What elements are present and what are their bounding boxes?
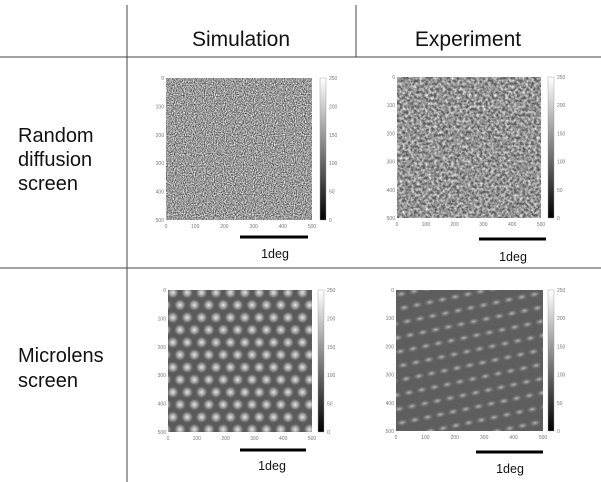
y-tick-label: 100 [158,316,167,322]
x-tick-label: 200 [220,224,229,230]
x-tick-label: 100 [191,224,200,230]
colorbar-tick-label: 0 [327,430,330,436]
y-tick-label: 400 [387,188,396,194]
scale-bar-label: 1deg [261,247,289,261]
y-tick-label: 0 [161,76,164,82]
x-tick-label: 400 [279,436,288,442]
y-tick-label: 500 [387,216,396,222]
x-tick-label: 100 [422,222,431,228]
x-tick-label: 300 [249,224,258,230]
y-tick-label: 200 [156,133,165,139]
row-label: Random [18,125,94,147]
colorbar-tick-label: 150 [329,133,338,139]
colorbar-tick-label: 150 [557,344,566,350]
x-tick-label: 500 [539,435,548,441]
y-tick-label: 500 [156,218,165,224]
row-label: screen [18,173,78,195]
y-tick-label: 300 [158,373,167,379]
y-tick-label: 0 [163,288,166,294]
colorbar [318,290,324,432]
colorbar-tick-label: 250 [557,75,566,81]
colorbar-tick-label: 100 [329,161,338,167]
row-label: Microlens [18,345,104,367]
x-tick-label: 100 [193,436,202,442]
y-tick-label: 0 [391,288,394,294]
y-tick-label: 400 [156,190,165,196]
speckle-image [397,77,541,218]
colorbar-tick-label: 200 [557,103,566,109]
colorbar [548,290,554,431]
y-tick-label: 500 [386,429,395,435]
x-tick-label: 100 [421,435,430,441]
y-tick-label: 500 [158,430,167,436]
x-tick-label: 0 [167,436,170,442]
colorbar-tick-label: 150 [557,131,566,137]
x-tick-label: 200 [451,435,460,441]
x-tick-label: 0 [396,222,399,228]
x-tick-label: 500 [308,436,317,442]
x-tick-label: 500 [308,224,317,230]
speckle-image [166,78,312,220]
y-tick-label: 100 [386,316,395,322]
colorbar-tick-label: 250 [329,76,338,82]
x-tick-label: 400 [279,224,288,230]
colorbar-tick-label: 150 [327,345,336,351]
microlens-image [396,290,543,431]
scale-bar-label: 1deg [258,459,286,473]
x-tick-label: 400 [508,222,517,228]
colorbar-tick-label: 250 [327,288,336,294]
colorbar-tick-label: 0 [557,216,560,222]
row-label: diffusion [18,149,92,171]
x-tick-label: 300 [479,222,488,228]
x-tick-label: 300 [250,436,259,442]
colorbar-tick-label: 100 [327,373,336,379]
colorbar-tick-label: 50 [327,402,333,408]
figure: Simulation Experiment Random diffusion s… [0,0,601,482]
colorbar-tick-label: 200 [327,316,336,322]
colorbar-tick-label: 50 [329,190,335,196]
colorbar [320,78,326,220]
y-tick-label: 100 [156,104,165,110]
x-tick-label: 0 [395,435,398,441]
colorbar-tick-label: 0 [557,429,560,435]
x-tick-label: 300 [480,435,489,441]
colorbar-tick-label: 100 [557,160,566,166]
colorbar-tick-label: 200 [329,104,338,110]
y-tick-label: 200 [158,345,167,351]
x-tick-label: 200 [221,436,230,442]
y-tick-label: 200 [387,131,396,137]
colorbar-tick-label: 50 [557,401,563,407]
x-tick-label: 200 [450,222,459,228]
colorbar-tick-label: 0 [329,218,332,224]
colorbar-tick-label: 200 [557,316,566,322]
scale-bar-label: 1deg [496,462,524,476]
y-tick-label: 0 [392,75,395,81]
column-header: Experiment [415,28,521,51]
colorbar-tick-label: 100 [557,373,566,379]
y-tick-label: 300 [386,373,395,379]
y-tick-label: 400 [386,401,395,407]
colorbar-tick-label: 250 [557,288,566,294]
y-tick-label: 100 [387,103,396,109]
column-header: Simulation [192,28,290,51]
y-tick-label: 300 [387,160,396,166]
colorbar [548,77,554,218]
y-tick-label: 200 [386,344,395,350]
scale-bar-label: 1deg [499,250,527,264]
y-tick-label: 400 [158,402,167,408]
microlens-image [168,290,312,432]
colorbar-tick-label: 50 [557,188,563,194]
x-tick-label: 500 [537,222,546,228]
row-label: screen [18,370,78,392]
x-tick-label: 400 [509,435,518,441]
y-tick-label: 300 [156,161,165,167]
x-tick-label: 0 [165,224,168,230]
